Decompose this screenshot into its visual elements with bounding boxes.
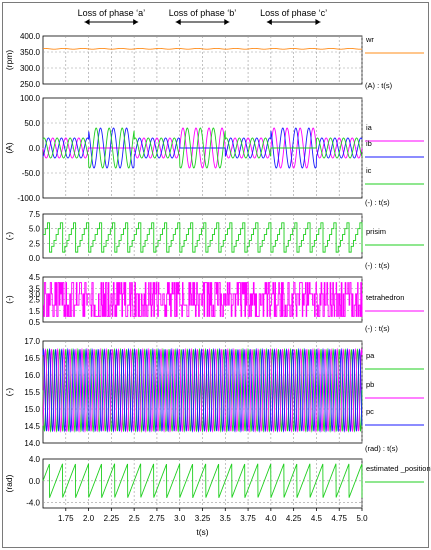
x-tick-label: 2.5 xyxy=(129,514,141,523)
y-axis-unit-label: (rad) xyxy=(4,474,14,492)
x-tick-label: 4.75 xyxy=(331,514,347,523)
y-tick-label: 0.5 xyxy=(29,318,41,327)
arrow-right-head xyxy=(224,19,230,25)
arrow-left-head xyxy=(266,19,272,25)
chart-panel: (A) : t(s) 100.0 50.0 0.0 -50.0 -100.0 (A) ia ib… xyxy=(4,81,424,203)
y-tick-label: 17.0 xyxy=(24,337,40,346)
y-tick-label: 1.5 xyxy=(29,307,41,316)
legend-label: prisim xyxy=(366,227,386,236)
x-tick-label: 3.75 xyxy=(240,514,256,523)
y-tick-label: 2.5 xyxy=(29,296,41,305)
legend-label: ia xyxy=(366,123,373,132)
legend-label: wr xyxy=(365,35,374,44)
panel-header: (rad) : t(s) xyxy=(365,444,398,453)
y-tick-label: 0.0 xyxy=(29,254,41,263)
x-tick-label: 2.75 xyxy=(149,514,165,523)
phase-loss-label: Loss of phase ‘b’ xyxy=(169,8,237,18)
y-tick-label: 100.0 xyxy=(20,94,41,103)
y-tick-label: 0.0 xyxy=(29,477,41,486)
legend-label: estimated _position* xyxy=(366,464,431,473)
y-tick-label: 4.5 xyxy=(29,273,41,282)
series-line-estimated-position- xyxy=(42,463,363,499)
y-tick-label: 400.0 xyxy=(20,32,41,41)
y-axis-unit-label: (-) xyxy=(4,295,14,304)
phase-loss-label: Loss of phase ‘c’ xyxy=(260,8,327,18)
chart-panel: 400.0 350.0 300.0 250.0 (rpm) wr xyxy=(4,32,424,89)
y-tick-label: 14.5 xyxy=(24,422,40,431)
legend-label: ib xyxy=(366,139,372,148)
legend-label: pa xyxy=(366,351,375,360)
series-line-wr xyxy=(42,47,363,50)
legend-label: pc xyxy=(366,407,374,416)
y-tick-label: 250.0 xyxy=(20,80,41,89)
phase-loss-label: Loss of phase ‘a’ xyxy=(78,8,146,18)
phase-loss-annotation: Loss of phase ‘a’ xyxy=(78,8,146,25)
legend-label: tetrahedron xyxy=(366,293,404,302)
arrow-left-head xyxy=(84,19,90,25)
y-axis-unit-label: (rpm) xyxy=(4,50,14,70)
x-tick-label: 5.0 xyxy=(356,514,368,523)
y-axis-unit-label: (A) xyxy=(4,142,14,154)
x-tick-label: 4.25 xyxy=(286,514,302,523)
y-axis-unit-label: (-) xyxy=(4,232,14,241)
y-tick-label: 3.5 xyxy=(29,284,41,293)
phase-loss-annotation: Loss of phase ‘b’ xyxy=(169,8,237,25)
y-tick-label: 3.0 xyxy=(29,290,41,299)
x-tick-label: 3.25 xyxy=(195,514,211,523)
series-line-ib xyxy=(42,127,363,169)
arrow-left-head xyxy=(175,19,181,25)
panel-header: (-) : t(s) xyxy=(365,198,390,207)
series-line-ic xyxy=(42,127,363,169)
phase-loss-annotation: Loss of phase ‘c’ xyxy=(260,8,327,25)
legend-label: ic xyxy=(366,166,372,175)
y-tick-label: 15.5 xyxy=(24,388,40,397)
y-tick-label: 0.0 xyxy=(29,144,41,153)
chart-panel: (-) : t(s) 7.5 5.0 2.5 0.0 (-) prisim xyxy=(4,198,424,263)
x-tick-label: 3.5 xyxy=(220,514,232,523)
series-line-tetrahedron xyxy=(43,282,363,317)
y-tick-label: -4.0 xyxy=(26,499,40,508)
y-tick-label: 50.0 xyxy=(24,119,40,128)
y-tick-label: -100.0 xyxy=(17,194,40,203)
chart-panel: (-) : t(s) 4.5 3.53.02.5 1.5 0.5 (-) tetrahedr… xyxy=(4,261,424,327)
y-tick-label: 16.0 xyxy=(24,371,40,380)
x-tick-label: 2.0 xyxy=(83,514,95,523)
arrow-right-head xyxy=(315,19,321,25)
y-tick-label: 15.0 xyxy=(24,405,40,414)
x-tick-label: 1.75 xyxy=(58,514,74,523)
legend-label: pb xyxy=(366,380,374,389)
panel-header: (-) : t(s) xyxy=(365,324,390,333)
y-tick-label: 2.5 xyxy=(29,239,41,248)
y-tick-label: 300.0 xyxy=(20,64,41,73)
x-tick-label: 4.0 xyxy=(265,514,277,523)
series-line-ia xyxy=(42,127,363,169)
y-tick-label: 16.5 xyxy=(24,354,40,363)
y-tick-label: -50.0 xyxy=(22,169,41,178)
y-tick-label: 350.0 xyxy=(20,48,41,57)
x-axis-label: t(s) xyxy=(196,527,208,537)
y-tick-label: 7.5 xyxy=(29,210,41,219)
chart-panel: (rad) : t(s) 4.0 0.0 -4.0 (rad) estimated _po… xyxy=(4,444,431,509)
series-line-pa xyxy=(42,347,363,433)
x-tick-label: 3.0 xyxy=(174,514,186,523)
arrow-right-head xyxy=(133,19,139,25)
y-axis-unit-label: (-) xyxy=(4,388,14,397)
y-tick-label: 5.0 xyxy=(29,225,41,234)
series-line-prisim xyxy=(43,222,363,253)
series-line-pc xyxy=(42,347,363,433)
chart-panel: (-) : t(s) 17.0 16.5 16.0 15.5 15.0 14.5 14.0 (-… xyxy=(4,324,424,448)
y-tick-label: 14.0 xyxy=(24,439,40,448)
panel-header: (A) : t(s) xyxy=(365,81,393,90)
x-tick-label: 4.5 xyxy=(311,514,323,523)
y-tick-label: 4.0 xyxy=(29,455,41,464)
panel-header: (-) : t(s) xyxy=(365,261,390,270)
x-tick-label: 2.25 xyxy=(104,514,120,523)
